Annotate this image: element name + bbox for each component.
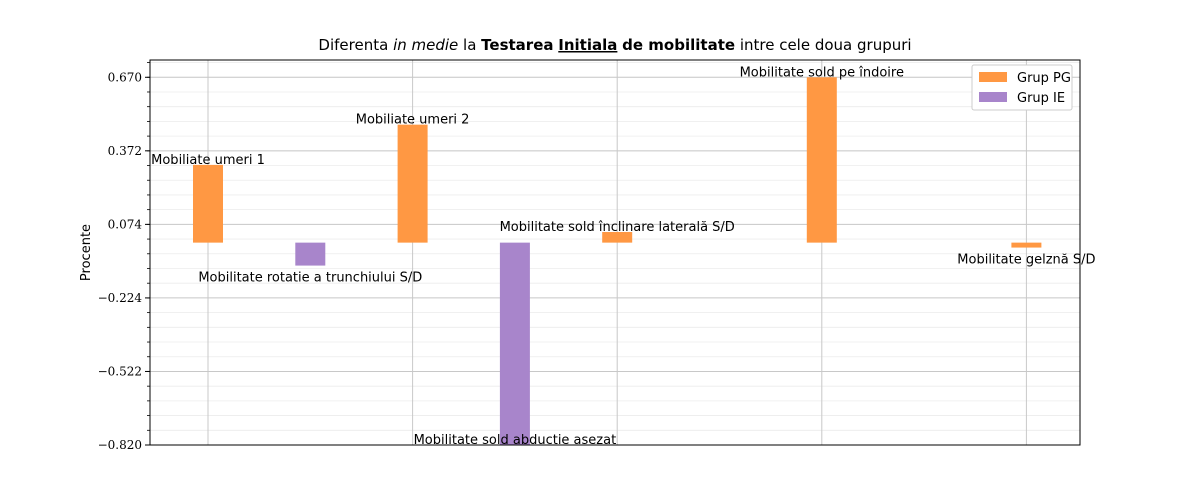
bar — [1011, 242, 1042, 248]
y-axis-label: Procente — [79, 224, 94, 281]
y-tick-label: 0.372 — [108, 144, 142, 158]
bar-label: Mobilitate sold pe îndoire — [740, 65, 904, 80]
y-tick-label: −0.820 — [98, 438, 142, 452]
legend-swatch — [979, 92, 1007, 102]
bar-label: Mobilitate gelznă S/D — [957, 253, 1095, 268]
bar-label: Mobiliate umeri 1 — [151, 153, 265, 168]
bar — [499, 242, 530, 445]
legend-label: Grup IE — [1017, 91, 1065, 106]
title-segment: Initiala — [558, 36, 617, 54]
plot-area — [150, 60, 1080, 445]
bar — [193, 164, 223, 243]
title-segment: intre cele doua grupuri — [735, 36, 912, 54]
bar — [397, 124, 428, 243]
y-tick-label: 0.670 — [108, 70, 142, 84]
chart-title: Diferenta in medie la Testarea Initiala … — [318, 36, 911, 54]
plot-border — [149, 59, 1081, 446]
bar — [295, 242, 326, 266]
bar-label: Mobilitate sold înclinare laterală S/D — [500, 220, 735, 235]
y-tick-label: 0.074 — [108, 217, 143, 231]
bar-label: Mobilitate rotatie a trunchiului S/D — [198, 271, 422, 286]
title-segment: la — [458, 36, 481, 54]
bar — [806, 77, 837, 243]
y-tick-label: −0.224 — [98, 291, 143, 305]
bar-label: Mobiliate umeri 2 — [356, 113, 470, 128]
title-segment: Testarea — [481, 36, 553, 54]
legend-swatch — [979, 72, 1007, 82]
title-segment: in medie — [393, 36, 458, 54]
y-tick-label: −0.522 — [98, 364, 142, 378]
bar-label: Mobilitate sold abductie asezat — [414, 433, 617, 448]
legend-label: Grup PG — [1017, 71, 1071, 86]
title-segment: Diferenta — [318, 36, 393, 54]
title-segment: de mobilitate — [622, 36, 735, 54]
bar — [602, 232, 633, 243]
